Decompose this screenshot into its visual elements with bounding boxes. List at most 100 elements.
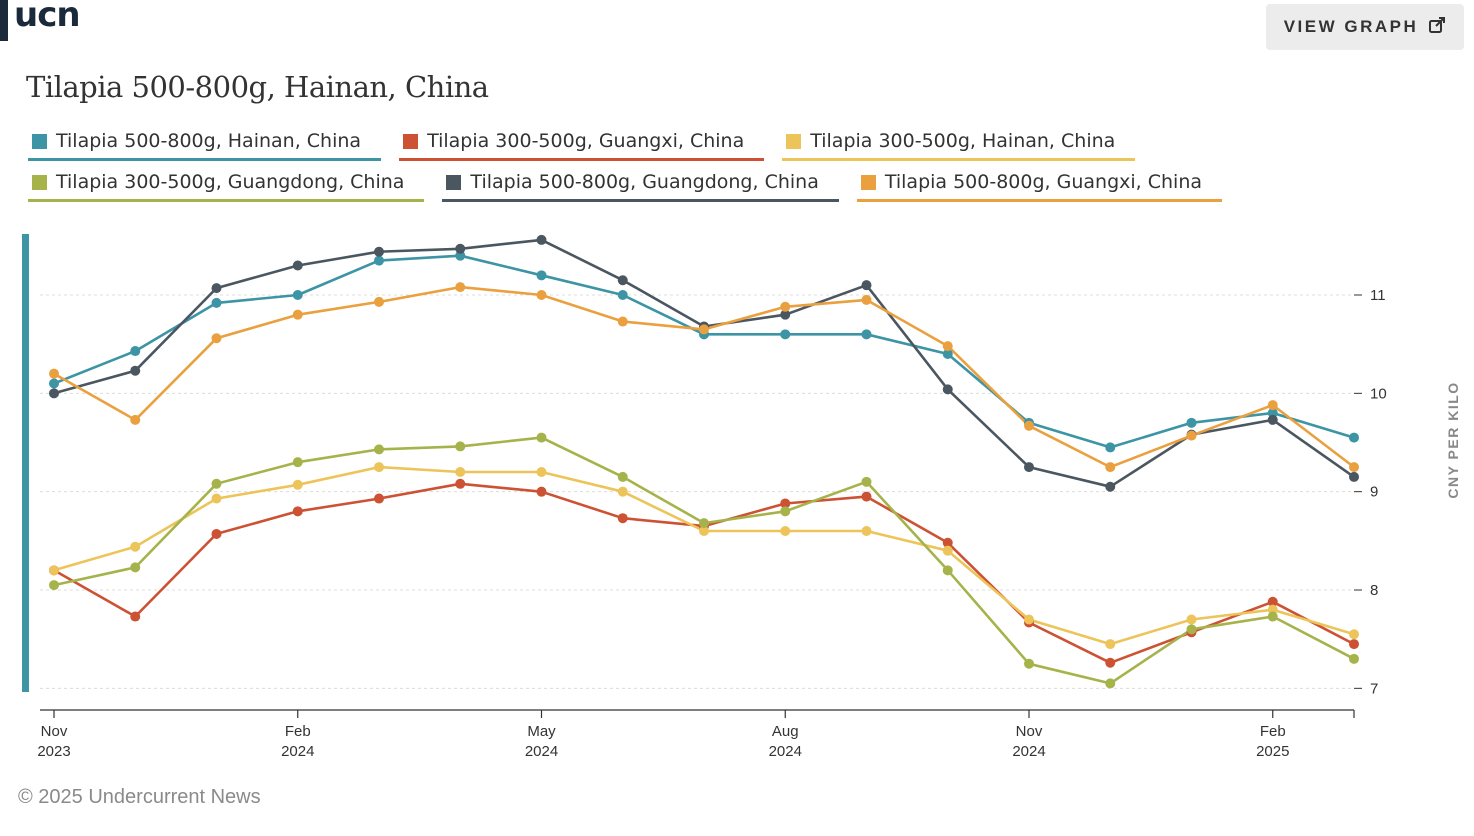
legend-swatch [860, 174, 876, 190]
data-point-tilapia-500-800g-hainan-china [1105, 442, 1116, 453]
data-point-tilapia-300-500g-guangdong-china [455, 441, 466, 452]
data-point-tilapia-300-500g-hainan-china [536, 467, 547, 477]
data-point-tilapia-500-800g-guangxi-china [1349, 462, 1359, 473]
x-tick-label-year: 2024 [525, 743, 558, 760]
legend-swatch [32, 174, 47, 190]
series-line-tilapia-500-800g-guangxi-china [53, 285, 1355, 469]
x-tick-label-year: 2024 [1012, 743, 1045, 760]
data-point-tilapia-500-800g-hainan-china [211, 297, 222, 308]
data-point-tilapia-500-800g-guangdong-china [292, 260, 303, 271]
x-tick-label-month: Nov [41, 723, 68, 740]
data-point-tilapia-500-800g-guangdong-china [374, 246, 384, 257]
ucn-logo[interactable]: ucn [0, 0, 81, 41]
data-point-tilapia-500-800g-hainan-china [455, 250, 466, 261]
view-graph-label: VIEW GRAPH [1283, 17, 1419, 36]
data-point-tilapia-500-800g-guangdong-china [1105, 481, 1116, 492]
legend-row: Tilapia 500-800g, Hainan, China Tilapia 3… [28, 128, 1228, 161]
data-point-tilapia-300-500g-hainan-china [1024, 614, 1034, 625]
data-point-tilapia-300-500g-hainan-china [1105, 639, 1116, 650]
legend-label: Tilapia 300-500g, Guangdong, China [56, 171, 405, 193]
data-point-tilapia-500-800g-guangdong-china [49, 388, 59, 399]
data-point-tilapia-500-800g-guangxi-china [1186, 430, 1197, 441]
data-point-tilapia-300-500g-guangdong-china [1186, 624, 1197, 635]
x-tick-label-year: 2025 [1256, 743, 1289, 760]
y-tick-label: 10 [1370, 385, 1387, 402]
data-point-tilapia-500-800g-hainan-china [780, 329, 791, 340]
data-point-tilapia-300-500g-hainan-china [455, 467, 466, 477]
legend-row: Tilapia 300-500g, Guangdong, China Tilapi… [28, 169, 1228, 202]
data-point-tilapia-500-800g-guangxi-china [780, 301, 791, 312]
data-point-tilapia-500-800g-guangxi-china [617, 316, 628, 327]
data-point-tilapia-300-500g-guangdong-china [942, 565, 953, 576]
series-line-tilapia-500-800g-hainan-china [53, 254, 1355, 449]
data-point-tilapia-300-500g-hainan-china [617, 486, 628, 497]
legend-item-tilapia-500-800g-guangxi-china[interactable]: Tilapia 500-800g, Guangxi, China [856, 169, 1222, 202]
range-highlight-bar [22, 234, 29, 692]
legend-item-tilapia-300-500g-hainan-china[interactable]: Tilapia 300-500g, Hainan, China [782, 128, 1136, 161]
data-point-tilapia-300-500g-guangxi-china [292, 506, 303, 517]
data-point-tilapia-500-800g-hainan-china [1186, 417, 1197, 428]
data-point-tilapia-300-500g-hainan-china [699, 526, 709, 536]
data-point-tilapia-500-800g-hainan-china [1349, 432, 1359, 443]
view-graph-button[interactable]: VIEW GRAPH [1266, 4, 1464, 50]
data-point-tilapia-500-800g-guangxi-china [699, 324, 709, 335]
data-point-tilapia-300-500g-guangdong-china [1105, 678, 1116, 689]
data-point-tilapia-300-500g-hainan-china [861, 526, 872, 536]
logo-text: ucn [14, 0, 81, 35]
legend-label: Tilapia 300-500g, Hainan, China [810, 130, 1116, 152]
data-point-tilapia-300-500g-hainan-china [780, 526, 791, 536]
legend-item-tilapia-300-500g-guangdong-china[interactable]: Tilapia 300-500g, Guangdong, China [28, 169, 425, 202]
data-point-tilapia-300-500g-guangxi-china [617, 513, 628, 524]
data-point-tilapia-500-800g-hainan-china [292, 290, 303, 300]
data-point-tilapia-500-800g-guangxi-china [1105, 462, 1116, 473]
chart-title: Tilapia 500-800g, Hainan, China [26, 70, 489, 104]
data-point-tilapia-300-500g-guangdong-china [861, 476, 872, 487]
data-point-tilapia-300-500g-guangdong-china [780, 506, 791, 517]
x-tick-label-year: 2024 [281, 743, 314, 760]
data-point-tilapia-300-500g-guangxi-china [455, 478, 466, 489]
legend-item-tilapia-500-800g-hainan-china[interactable]: Tilapia 500-800g, Hainan, China [28, 128, 382, 161]
chart-legend: Tilapia 500-800g, Hainan, China Tilapia 3… [28, 128, 1228, 210]
y-tick-label: 11 [1370, 287, 1386, 304]
data-point-tilapia-500-800g-guangdong-china [942, 384, 953, 395]
data-point-tilapia-300-500g-guangxi-china [130, 611, 141, 622]
data-point-tilapia-300-500g-guangdong-china [617, 471, 628, 482]
data-point-tilapia-300-500g-guangdong-china [130, 562, 141, 573]
data-point-tilapia-500-800g-guangxi-china [49, 368, 59, 379]
data-point-tilapia-500-800g-guangdong-china [861, 280, 872, 291]
data-point-tilapia-500-800g-hainan-china [49, 378, 59, 389]
data-point-tilapia-500-800g-guangxi-china [292, 309, 303, 320]
data-point-tilapia-500-800g-guangdong-china [536, 234, 547, 245]
data-point-tilapia-300-500g-guangxi-china [780, 498, 791, 509]
series-line-tilapia-300-500g-hainan-china [53, 465, 1355, 646]
data-point-tilapia-300-500g-guangdong-china [374, 444, 384, 455]
external-link-icon [1428, 16, 1446, 39]
data-point-tilapia-300-500g-hainan-china [211, 493, 222, 504]
data-point-tilapia-500-800g-guangxi-china [861, 294, 872, 305]
data-point-tilapia-500-800g-hainan-china [130, 346, 141, 357]
data-point-tilapia-300-500g-guangxi-china [861, 491, 872, 502]
data-point-tilapia-300-500g-hainan-china [374, 462, 384, 473]
data-point-tilapia-300-500g-guangxi-china [211, 528, 222, 539]
data-point-tilapia-300-500g-hainan-china [1267, 604, 1278, 615]
x-tick-label-month: Nov [1016, 723, 1043, 740]
data-point-tilapia-500-800g-guangdong-china [617, 275, 628, 286]
legend-item-tilapia-300-500g-guangxi-china[interactable]: Tilapia 300-500g, Guangxi, China [399, 128, 765, 161]
data-point-tilapia-500-800g-guangdong-china [130, 365, 141, 376]
data-point-tilapia-300-500g-hainan-china [942, 545, 953, 556]
data-point-tilapia-300-500g-guangxi-china [1349, 639, 1359, 650]
copyright-footer: © 2025 Undercurrent News [18, 786, 261, 808]
y-tick-label: 7 [1370, 680, 1378, 697]
legend-item-tilapia-500-800g-guangdong-china[interactable]: Tilapia 500-800g, Guangdong, China [442, 169, 839, 202]
data-point-tilapia-300-500g-guangxi-china [942, 537, 953, 548]
data-point-tilapia-500-800g-guangxi-china [130, 414, 141, 425]
legend-swatch [403, 133, 419, 149]
data-point-tilapia-500-800g-hainan-china [374, 255, 384, 266]
data-point-tilapia-500-800g-guangdong-china [1349, 471, 1359, 482]
x-tick-label-year: 2023 [37, 743, 70, 760]
data-point-tilapia-500-800g-guangxi-china [942, 341, 953, 352]
legend-swatch [32, 133, 47, 149]
data-point-tilapia-500-800g-guangxi-china [536, 290, 547, 300]
data-point-tilapia-500-800g-guangxi-china [374, 296, 384, 307]
